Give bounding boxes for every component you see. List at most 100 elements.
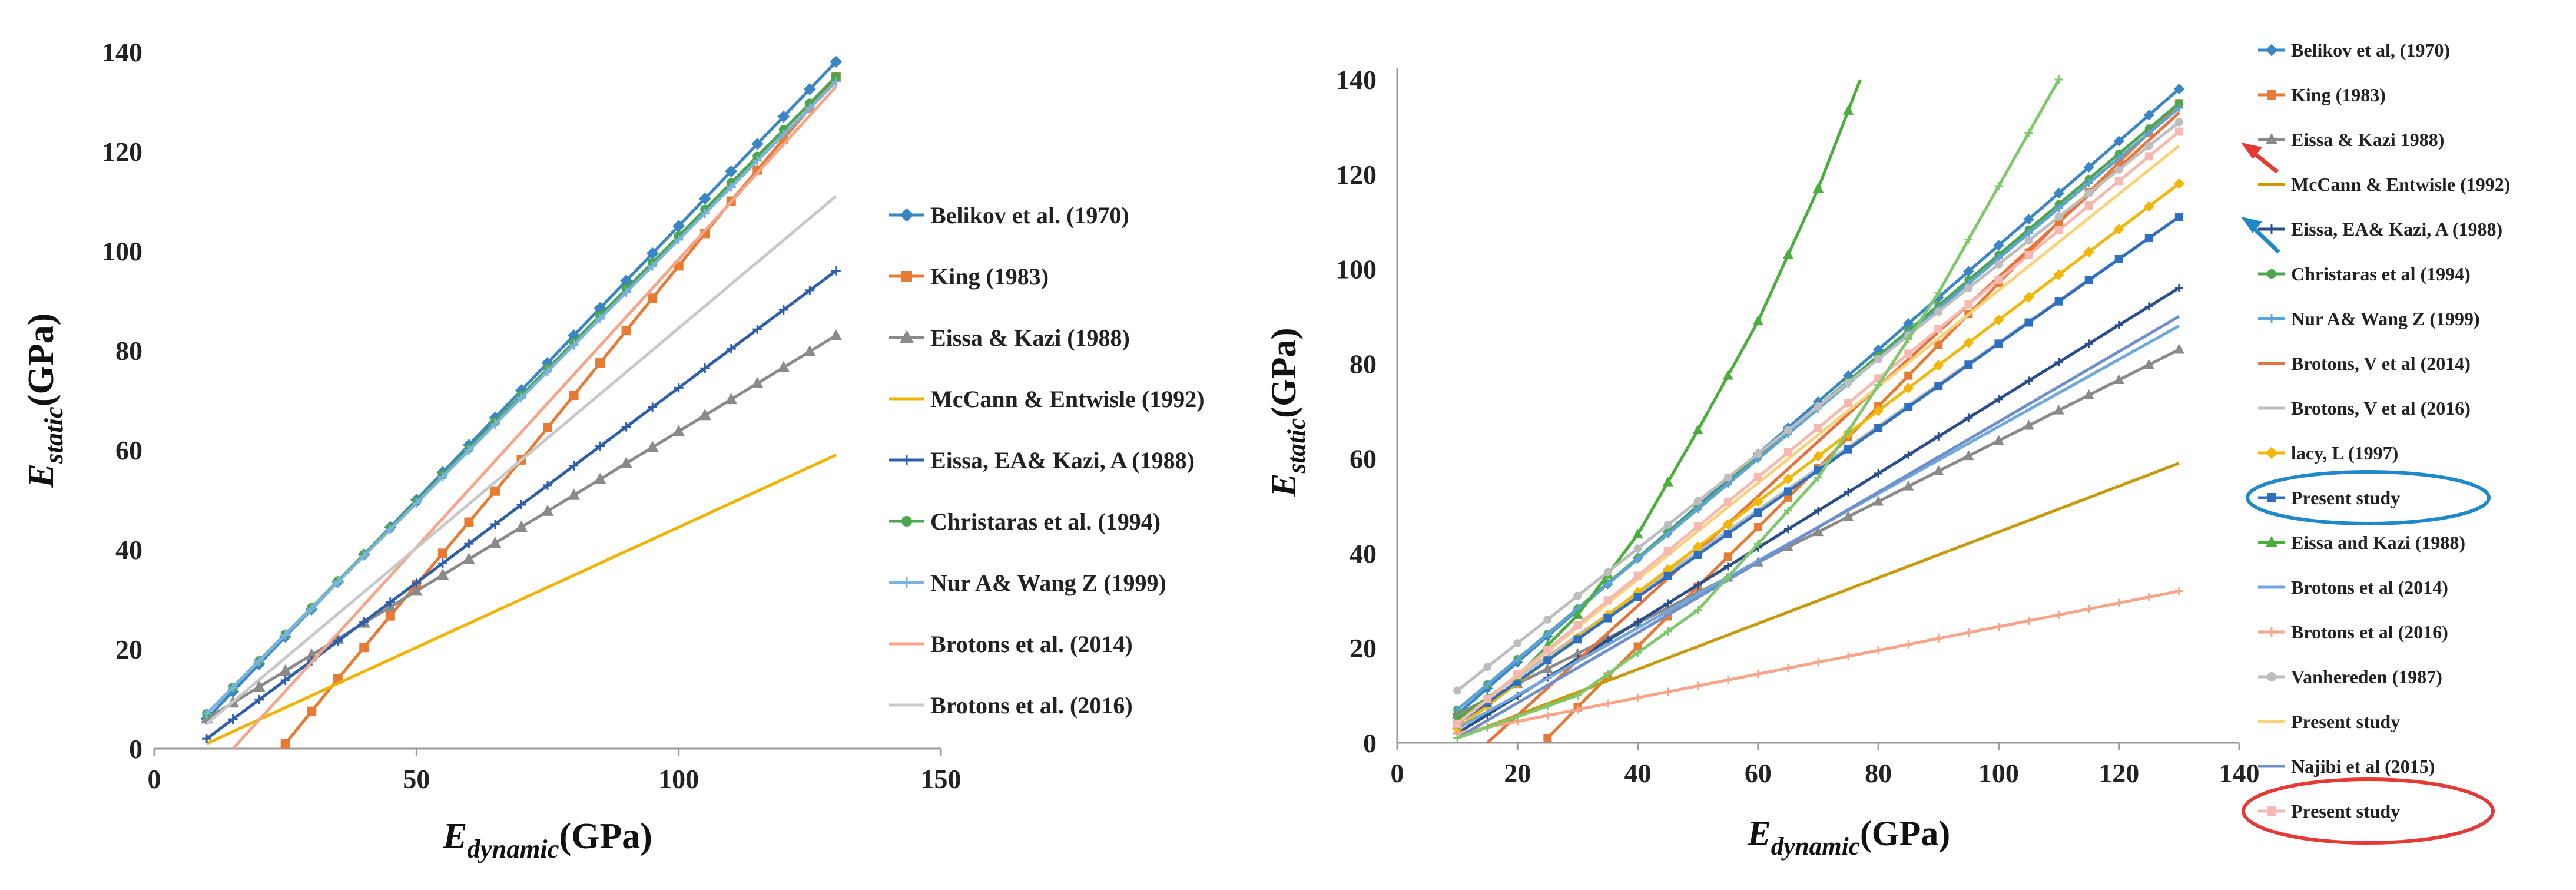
data-point bbox=[1964, 360, 1973, 369]
data-point bbox=[1874, 381, 1883, 389]
data-point bbox=[1632, 528, 1643, 539]
data-point bbox=[2084, 189, 2093, 198]
legend-item: Brotons, V et al (2014) bbox=[2258, 353, 2471, 374]
data-point bbox=[1934, 340, 1943, 349]
data-point bbox=[621, 422, 631, 432]
data-point bbox=[2113, 374, 2124, 385]
data-point bbox=[2084, 604, 2093, 613]
data-point bbox=[202, 734, 212, 744]
legend-item: Brotons et al (2016) bbox=[2258, 621, 2448, 643]
data-point bbox=[1542, 663, 1553, 673]
y-tick-label: 120 bbox=[102, 137, 142, 167]
y-tick-label: 120 bbox=[1336, 160, 1377, 190]
data-point bbox=[2144, 128, 2153, 137]
data-point bbox=[464, 517, 474, 527]
data-point bbox=[700, 363, 710, 373]
data-point bbox=[1722, 518, 1733, 530]
data-point bbox=[1904, 371, 1913, 380]
data-point bbox=[1753, 523, 1762, 532]
series-line bbox=[1456, 144, 2180, 725]
data-point bbox=[725, 165, 738, 178]
data-point bbox=[1723, 497, 1732, 506]
data-point bbox=[2053, 404, 2064, 415]
legend-label: Belikov et al. (1970) bbox=[930, 202, 1129, 229]
data-point bbox=[1483, 694, 1492, 703]
data-point bbox=[1513, 655, 1522, 664]
data-point bbox=[1483, 663, 1492, 671]
data-point bbox=[412, 578, 422, 588]
x-tick-label: 50 bbox=[403, 764, 430, 794]
data-point bbox=[359, 551, 369, 561]
y-tick-label: 100 bbox=[1336, 254, 1377, 284]
legend-label: Eissa & Kazi 1988) bbox=[2291, 129, 2444, 150]
series-line bbox=[1486, 111, 2180, 744]
data-point bbox=[1993, 435, 2004, 445]
series-line bbox=[1457, 462, 2180, 740]
data-point bbox=[831, 266, 841, 276]
data-point bbox=[2023, 214, 2034, 225]
data-point bbox=[725, 392, 738, 405]
data-point bbox=[464, 445, 474, 455]
data-point bbox=[1633, 642, 1642, 651]
data-point bbox=[1812, 451, 1824, 462]
legend-item: Brotons et al (2014) bbox=[2258, 577, 2448, 598]
data-point bbox=[1752, 315, 1763, 326]
data-point bbox=[1723, 552, 1732, 561]
legend-item: Eissa, EA& Kazi, A (1988) bbox=[2258, 219, 2502, 240]
series-9 bbox=[205, 195, 837, 725]
data-point bbox=[2084, 339, 2093, 348]
data-point bbox=[2024, 229, 2033, 238]
legend-label: Christaras et al. (1994) bbox=[930, 508, 1161, 535]
legend-marker bbox=[2265, 44, 2278, 57]
x-tick-label: 0 bbox=[1391, 758, 1404, 788]
blue-ellipse bbox=[2246, 470, 2491, 525]
data-point bbox=[674, 234, 684, 244]
data-point bbox=[1964, 300, 1973, 309]
data-point bbox=[2023, 419, 2034, 430]
data-point bbox=[2174, 127, 2183, 136]
x-axis-title-sub: dynamic bbox=[467, 834, 559, 863]
data-point bbox=[1663, 687, 1672, 696]
series-8 bbox=[231, 85, 837, 750]
data-point bbox=[620, 456, 632, 468]
series-14 bbox=[1453, 587, 2183, 737]
data-point bbox=[1994, 339, 2003, 348]
data-point bbox=[1663, 627, 1672, 636]
legend-marker bbox=[2267, 269, 2276, 279]
data-point bbox=[1753, 449, 1762, 458]
data-point bbox=[1603, 699, 1612, 708]
data-point bbox=[1783, 487, 1792, 496]
data-point bbox=[1722, 369, 1733, 380]
data-point bbox=[2054, 204, 2063, 213]
data-point bbox=[1753, 508, 1762, 517]
data-point bbox=[1963, 450, 1974, 461]
data-point bbox=[1573, 691, 1582, 700]
y-axis-title-unit: (GPa) bbox=[21, 313, 61, 406]
data-point bbox=[2144, 152, 2153, 161]
x-tick-label: 140 bbox=[2219, 758, 2260, 788]
data-point bbox=[2024, 318, 2033, 327]
legend-label: Eissa, EA& Kazi, A (1988) bbox=[2291, 219, 2502, 240]
data-point bbox=[1934, 325, 1943, 333]
x-axis-title-unit: (GPa) bbox=[1860, 814, 1950, 853]
legend-label: King (1983) bbox=[930, 263, 1049, 290]
data-point bbox=[648, 261, 658, 271]
data-point bbox=[2113, 223, 2124, 235]
data-point bbox=[1663, 571, 1672, 580]
legend-item: Nur A& Wang Z (1999) bbox=[889, 570, 1166, 596]
data-point bbox=[437, 472, 447, 482]
data-point bbox=[672, 220, 685, 233]
legend-marker bbox=[2267, 627, 2276, 637]
data-point bbox=[569, 340, 579, 350]
data-point bbox=[1934, 307, 1943, 316]
data-point bbox=[1904, 451, 1913, 459]
legend-label: Brotons et al (2014) bbox=[2291, 577, 2448, 598]
y-axis-title-e: E bbox=[1264, 473, 1303, 497]
y-tick-label: 0 bbox=[129, 734, 142, 764]
data-point bbox=[1573, 621, 1582, 630]
data-point bbox=[726, 182, 736, 192]
legend-item: McCann & Entwisle (1992) bbox=[2258, 174, 2510, 195]
series-11 bbox=[1453, 213, 2183, 728]
data-point bbox=[1693, 497, 1702, 505]
legend-label: Christaras et al (1994) bbox=[2291, 263, 2471, 284]
